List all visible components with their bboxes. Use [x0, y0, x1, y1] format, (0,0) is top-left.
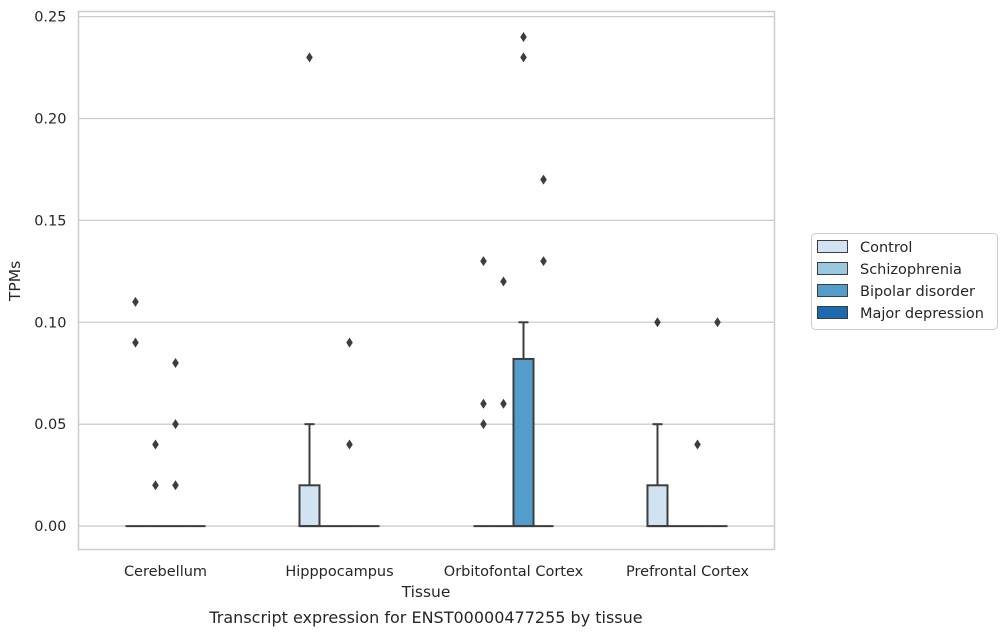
outlier-point: [480, 256, 487, 267]
y-tick-label: 0.15: [34, 213, 66, 229]
legend-label: Schizophrenia: [860, 262, 962, 278]
chart-caption: Transcript expression for ENST0000047725…: [208, 608, 642, 627]
outlier-point: [152, 480, 159, 491]
outlier-point: [714, 317, 721, 328]
outlier-point: [346, 337, 353, 348]
x-axis-title: Tissue: [401, 583, 451, 601]
y-tick-label: 0.20: [34, 111, 66, 127]
outlier-point: [480, 419, 487, 430]
outlier-point: [654, 317, 661, 328]
outlier-point: [172, 480, 179, 491]
legend-label: Major depression: [860, 306, 984, 322]
outlier-point: [172, 358, 179, 369]
outlier-point: [540, 174, 547, 185]
legend-swatch: [817, 262, 848, 275]
y-tick-label: 0.00: [34, 519, 66, 535]
outlier-point: [540, 256, 547, 267]
gridlines: [78, 15, 775, 527]
outlier-point: [346, 439, 353, 450]
outlier-point: [694, 439, 701, 450]
legend-label: Bipolar disorder: [860, 284, 975, 300]
box-1-0: [298, 423, 321, 528]
iqr-box: [646, 484, 669, 528]
legend-swatch: [817, 306, 848, 319]
y-axis-title: TPMs: [6, 261, 24, 302]
outlier-point: [152, 439, 159, 450]
legend: Control Schizophrenia Bipolar disorder Majo…: [811, 233, 998, 330]
y-tick-label: 0.25: [34, 10, 66, 26]
y-tick-label: 0.05: [34, 417, 66, 433]
box-2-2: [512, 321, 535, 528]
x-tick-label: Hipppocampus: [285, 564, 393, 580]
y-tick-labels: 0.00 0.05 0.10 0.15 0.20 0.25: [34, 10, 66, 535]
outlier-point: [520, 52, 527, 63]
outlier-point: [480, 398, 487, 409]
outliers: [132, 31, 721, 491]
outlier-point: [500, 398, 507, 409]
x-tick-label: Cerebellum: [124, 564, 207, 580]
plot-frame: [77, 10, 776, 551]
x-tick-labels: Cerebellum Hipppocampus Orbitofontal Corte…: [124, 564, 749, 580]
legend-swatch: [817, 240, 848, 253]
iqr-box: [298, 484, 321, 528]
outlier-point: [132, 296, 139, 307]
outlier-point: [520, 31, 527, 42]
box-3-0: [646, 423, 669, 528]
outlier-point: [500, 276, 507, 287]
outlier-point: [132, 337, 139, 348]
y-tick-label: 0.10: [34, 315, 66, 331]
legend-label: Control: [860, 240, 912, 256]
boxes: [125, 321, 728, 528]
outlier-point: [172, 419, 179, 430]
x-tick-label: Orbitofontal Cortex: [444, 564, 584, 580]
legend-swatch: [817, 284, 848, 297]
x-tick-label: Prefrontal Cortex: [626, 564, 749, 580]
legend-frame: [811, 233, 998, 330]
outlier-point: [306, 52, 313, 63]
iqr-box: [512, 357, 535, 528]
